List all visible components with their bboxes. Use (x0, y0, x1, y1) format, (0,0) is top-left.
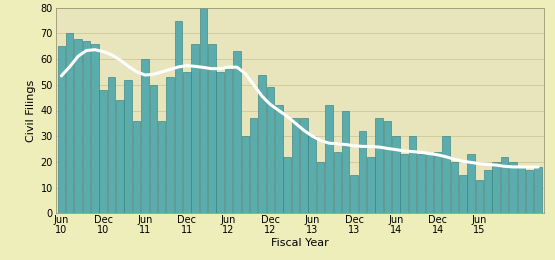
X-axis label: Fiscal Year: Fiscal Year (271, 238, 329, 248)
Y-axis label: Civil Filings: Civil Filings (26, 79, 36, 142)
Bar (476, 180, 483, 213)
Bar (183, 72, 190, 213)
Bar (225, 69, 233, 213)
Bar (74, 38, 82, 213)
Bar (467, 154, 475, 213)
Bar (300, 118, 307, 213)
Bar (99, 90, 107, 213)
Bar (275, 105, 282, 213)
Bar (250, 118, 258, 213)
Bar (492, 162, 500, 213)
Bar (175, 21, 182, 213)
Bar (384, 121, 391, 213)
Bar (116, 100, 124, 213)
Bar (342, 110, 350, 213)
Bar (350, 175, 358, 213)
Bar (208, 44, 216, 213)
Bar (484, 170, 492, 213)
Bar (191, 44, 199, 213)
Bar (133, 121, 140, 213)
Bar (417, 154, 425, 213)
Bar (58, 46, 65, 213)
Bar (501, 157, 508, 213)
Bar (334, 152, 341, 213)
Bar (200, 8, 207, 213)
Bar (534, 167, 542, 213)
Bar (158, 121, 165, 213)
Bar (83, 41, 90, 213)
Bar (451, 162, 458, 213)
Bar (166, 77, 174, 213)
Bar (91, 44, 99, 213)
Bar (375, 118, 383, 213)
Bar (141, 59, 149, 213)
Bar (359, 131, 366, 213)
Bar (258, 75, 266, 213)
Bar (216, 72, 224, 213)
Bar (459, 175, 467, 213)
Bar (241, 136, 249, 213)
Bar (317, 162, 324, 213)
Bar (442, 136, 450, 213)
Bar (434, 152, 441, 213)
Bar (108, 77, 115, 213)
Bar (426, 154, 433, 213)
Bar (401, 154, 408, 213)
Bar (66, 34, 73, 213)
Bar (292, 118, 299, 213)
Bar (518, 167, 525, 213)
Bar (409, 136, 416, 213)
Bar (509, 162, 517, 213)
Bar (367, 157, 375, 213)
Bar (150, 85, 157, 213)
Bar (284, 157, 291, 213)
Bar (526, 170, 533, 213)
Bar (124, 80, 132, 213)
Bar (309, 136, 316, 213)
Bar (233, 51, 241, 213)
Bar (266, 87, 274, 213)
Bar (325, 105, 333, 213)
Bar (392, 136, 400, 213)
